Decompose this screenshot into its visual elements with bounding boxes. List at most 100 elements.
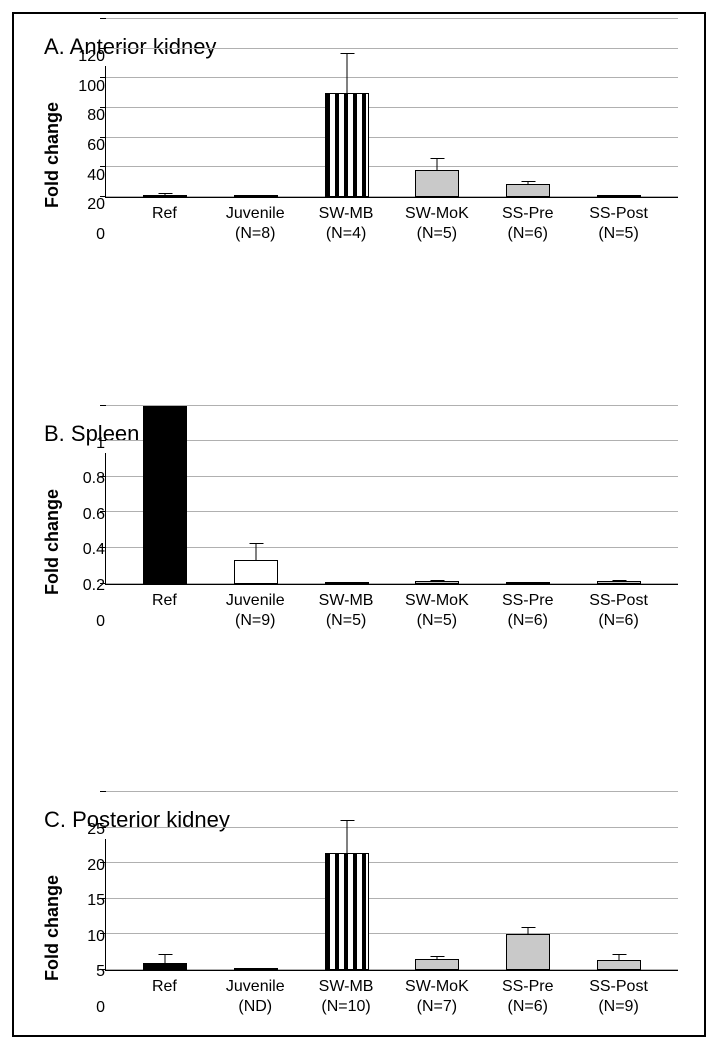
bar-slot xyxy=(573,453,664,584)
x-tick-line1: Juvenile xyxy=(210,591,301,611)
bar-slot xyxy=(392,839,483,970)
panel-B: B. SpleenFold change00.20.40.60.81RefJuv… xyxy=(40,421,678,631)
y-axis-label: Fold change xyxy=(40,453,65,631)
x-tick-label: SW-MoK(N=5) xyxy=(391,591,482,631)
panel-title: C. Posterior kidney xyxy=(44,807,678,833)
x-tick-line1: SS-Pre xyxy=(482,977,573,997)
x-tick-line1: Ref xyxy=(119,977,210,997)
bar xyxy=(597,960,641,970)
x-tick-label: SS-Pre(N=6) xyxy=(482,204,573,244)
x-tick-line2: (ND) xyxy=(210,997,301,1017)
x-tick-line1: Juvenile xyxy=(210,204,301,224)
gridline xyxy=(106,791,678,792)
panel-title: B. Spleen xyxy=(44,421,678,447)
gridline xyxy=(106,827,678,828)
x-tick-line1: SW-MoK xyxy=(391,591,482,611)
x-tick-line2: (N=4) xyxy=(301,224,392,244)
x-tick-label: Ref xyxy=(119,591,210,631)
plot-area xyxy=(105,66,678,198)
error-bar xyxy=(165,954,166,963)
x-tick-label: Juvenile(ND) xyxy=(210,977,301,1017)
bar xyxy=(143,406,187,584)
bar xyxy=(143,963,187,970)
y-axis: 00.20.40.60.81 xyxy=(65,453,105,631)
x-tick-label: SS-Post(N=5) xyxy=(573,204,664,244)
gridline xyxy=(106,48,678,49)
x-tick-label: SW-MB(N=5) xyxy=(301,591,392,631)
bar xyxy=(325,853,369,970)
bars-layer xyxy=(106,66,678,197)
bar-slot xyxy=(573,66,664,197)
x-tick-line2: (N=8) xyxy=(210,224,301,244)
bar-slot xyxy=(392,66,483,197)
bar xyxy=(325,582,369,584)
x-tick-label: SS-Pre(N=6) xyxy=(482,591,573,631)
y-axis: 0510152025 xyxy=(65,839,105,1017)
x-tick-line2: (N=6) xyxy=(482,611,573,631)
x-tick-line2: (N=5) xyxy=(391,224,482,244)
x-tick-line1: SW-MoK xyxy=(391,977,482,997)
gridline xyxy=(106,18,678,19)
bar-slot xyxy=(573,839,664,970)
bar xyxy=(597,581,641,583)
x-tick-line2: (N=6) xyxy=(482,224,573,244)
chart: Fold change020406080100120RefJuvenile(N=… xyxy=(40,66,678,244)
bar-slot xyxy=(483,839,574,970)
bars-layer xyxy=(106,453,678,584)
figure-frame: A. Anterior kidneyFold change02040608010… xyxy=(12,12,706,1037)
bar xyxy=(415,170,459,197)
bar-slot xyxy=(211,839,302,970)
y-axis-label: Fold change xyxy=(40,839,65,1017)
bar-slot xyxy=(211,66,302,197)
panel-A: A. Anterior kidneyFold change02040608010… xyxy=(40,34,678,244)
x-tick-label: SW-MB(N=4) xyxy=(301,204,392,244)
x-tick-label: SW-MB(N=10) xyxy=(301,977,392,1017)
x-tick-label: Ref xyxy=(119,977,210,1017)
error-bar xyxy=(528,927,529,934)
x-tick-line2: (N=9) xyxy=(210,611,301,631)
x-tick-line2: (N=5) xyxy=(391,611,482,631)
chart: Fold change0510152025RefJuvenile(ND)SW-M… xyxy=(40,839,678,1017)
bar-slot xyxy=(211,453,302,584)
bar xyxy=(325,93,369,197)
x-tick-line1: Ref xyxy=(119,591,210,611)
bar xyxy=(415,581,459,583)
bar-slot xyxy=(483,66,574,197)
x-tick-label: SS-Post(N=6) xyxy=(573,591,664,631)
x-tick-line1: Ref xyxy=(119,204,210,224)
bar-slot xyxy=(120,453,211,584)
x-tick-line1: SS-Post xyxy=(573,591,664,611)
x-tick-label: Ref xyxy=(119,204,210,244)
y-axis: 020406080100120 xyxy=(65,66,105,244)
bars-layer xyxy=(106,839,678,970)
x-tick-line1: Juvenile xyxy=(210,977,301,997)
bar xyxy=(234,968,278,970)
bar xyxy=(506,582,550,584)
bar xyxy=(234,195,278,197)
bar-slot xyxy=(301,453,392,584)
x-axis: RefJuvenile(N=9)SW-MB(N=5)SW-MoK(N=5)SS-… xyxy=(105,585,678,631)
panel-C: C. Posterior kidney Fold change0510152025… xyxy=(40,807,678,1017)
x-tick-label: SS-Post(N=9) xyxy=(573,977,664,1017)
bar-slot xyxy=(483,453,574,584)
bar-slot xyxy=(301,839,392,970)
bar-slot xyxy=(301,66,392,197)
bar xyxy=(506,934,550,970)
x-tick-line2: (N=10) xyxy=(301,997,392,1017)
gridline xyxy=(106,440,678,441)
x-axis: RefJuvenile(ND)SW-MB(N=10)SW-MoK(N=7)SS-… xyxy=(105,971,678,1017)
y-axis-label: Fold change xyxy=(40,66,65,244)
bar xyxy=(415,959,459,970)
x-tick-line2: (N=7) xyxy=(391,997,482,1017)
bar xyxy=(506,184,550,197)
plot-area xyxy=(105,453,678,585)
x-axis: RefJuvenile(N=8)SW-MB(N=4)SW-MoK(N=5)SS-… xyxy=(105,198,678,244)
x-tick-line1: SW-MB xyxy=(301,591,392,611)
x-tick-line1: SS-Post xyxy=(573,204,664,224)
x-tick-line1: SW-MoK xyxy=(391,204,482,224)
bar-slot xyxy=(120,839,211,970)
chart: Fold change00.20.40.60.81RefJuvenile(N=9… xyxy=(40,453,678,631)
x-tick-line2: (N=6) xyxy=(573,611,664,631)
bar xyxy=(597,195,641,197)
x-tick-line2: (N=6) xyxy=(482,997,573,1017)
